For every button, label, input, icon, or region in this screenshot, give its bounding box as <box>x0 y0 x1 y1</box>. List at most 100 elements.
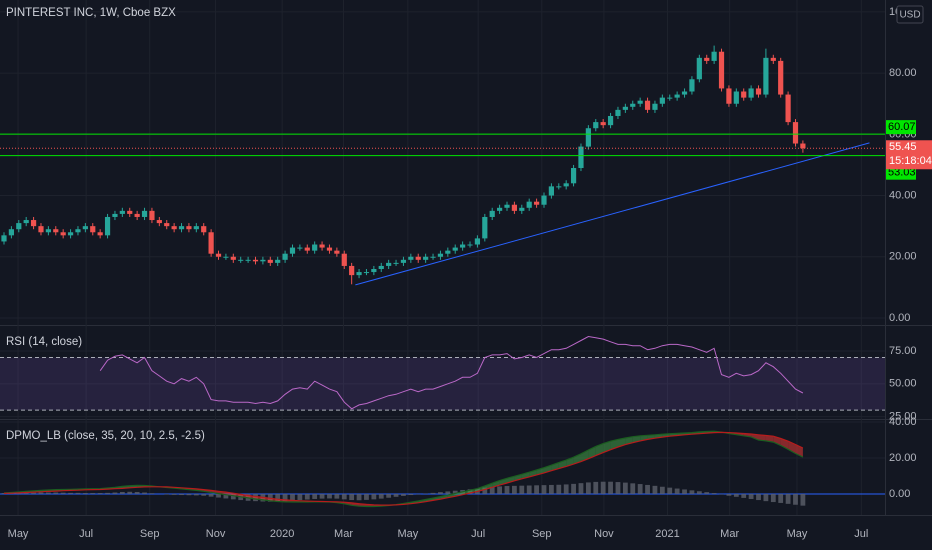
candle-body <box>82 226 88 230</box>
candle-body <box>341 253 347 266</box>
candle-body <box>53 229 59 233</box>
last-price-label: 55.45 <box>889 141 917 153</box>
candle-body <box>704 57 710 61</box>
y-tick-label: 40.00 <box>889 189 917 201</box>
candle-body <box>741 91 747 98</box>
candle-body <box>30 220 37 227</box>
candle-body <box>38 226 44 233</box>
x-tick-label: 2020 <box>270 528 294 540</box>
candle-body <box>511 204 518 211</box>
histogram-bar <box>800 493 806 506</box>
x-tick-label: Sep <box>140 528 160 540</box>
currency-label: USD <box>899 10 920 21</box>
candle-body <box>637 100 643 104</box>
candle-body <box>467 244 473 246</box>
candle-body <box>201 226 207 233</box>
histogram-bar <box>112 492 118 494</box>
candle-body <box>312 244 318 251</box>
candle-body <box>60 232 66 236</box>
candle-body <box>667 97 673 99</box>
histogram-bar <box>327 493 332 499</box>
fill-segment <box>462 490 470 495</box>
candle-body <box>622 106 628 110</box>
histogram-bar <box>571 483 576 494</box>
y-tick-label: 80.00 <box>889 67 917 79</box>
candle-body <box>408 256 414 260</box>
candle-body <box>75 229 81 233</box>
histogram-bar <box>667 487 673 494</box>
candle-body <box>1 235 7 242</box>
candle-body <box>748 88 754 98</box>
candle-body <box>430 256 436 258</box>
candle-body <box>363 272 370 274</box>
histogram-bar <box>341 493 347 500</box>
candle-body <box>171 226 177 230</box>
histogram-bar <box>548 484 554 494</box>
histogram-bar <box>386 493 392 498</box>
histogram-bar <box>45 492 51 494</box>
candle-body <box>644 100 651 110</box>
histogram-bar <box>793 493 798 505</box>
histogram-bar <box>445 491 451 494</box>
histogram-bar <box>356 493 362 501</box>
dpmo-line <box>3 431 804 506</box>
x-tick-label: 2021 <box>655 528 679 540</box>
x-tick-label: Mar <box>720 528 739 540</box>
histogram-bar <box>312 493 318 499</box>
histogram-bar <box>334 493 340 499</box>
candle-body <box>800 143 806 149</box>
histogram-bar <box>497 486 503 494</box>
candle-body <box>570 168 577 184</box>
histogram-bar <box>364 493 369 500</box>
histogram-bar <box>696 491 702 494</box>
candle-body <box>304 247 310 251</box>
histogram-bar <box>541 485 547 494</box>
histogram-bar <box>290 493 295 501</box>
labels: PINTEREST INC, 1W, Cboe BZX RSI (14, clo… <box>6 5 932 540</box>
candle-body <box>526 201 532 208</box>
y-tick-label: 25.00 <box>889 411 917 423</box>
histogram-bar <box>127 491 133 494</box>
trendline <box>355 142 870 286</box>
candle-body <box>423 256 429 260</box>
candle-body <box>378 265 384 269</box>
histogram-bar <box>748 493 754 499</box>
fill-segment <box>595 443 604 456</box>
candle-body <box>785 94 791 123</box>
candle-body <box>356 272 362 276</box>
fill-segment <box>477 485 485 492</box>
candle-body <box>208 232 214 254</box>
x-tick-label: Nov <box>206 528 226 540</box>
y-tick-label: 20.00 <box>889 251 917 263</box>
candle-body <box>792 122 799 144</box>
fill-segment <box>751 434 759 440</box>
candle-body <box>437 253 444 257</box>
histogram-bar <box>201 493 207 496</box>
histogram-bar <box>689 490 695 494</box>
x-tick-label: May <box>787 528 808 540</box>
histogram-bar <box>504 486 510 494</box>
candle-body <box>460 244 466 248</box>
x-tick-label: Nov <box>594 528 614 540</box>
histogram-bar <box>171 493 177 495</box>
candle-body <box>578 146 584 169</box>
histogram-bar <box>674 488 680 494</box>
histogram-bar <box>763 493 769 502</box>
histogram-bar <box>164 493 170 495</box>
price-label: 60.07 <box>888 121 916 133</box>
candle-body <box>497 207 503 211</box>
fill-segment <box>455 491 463 497</box>
candle-body <box>400 259 407 263</box>
histogram-bar <box>534 485 539 494</box>
candle-body <box>186 226 192 230</box>
histogram-bar <box>90 493 96 494</box>
fill-segment <box>765 435 774 443</box>
fill-segment <box>603 441 611 453</box>
candle-body <box>482 216 488 239</box>
histogram-bar <box>60 492 66 494</box>
candle-body <box>371 268 377 273</box>
candle-body <box>97 232 103 236</box>
histogram-bar <box>630 483 636 494</box>
